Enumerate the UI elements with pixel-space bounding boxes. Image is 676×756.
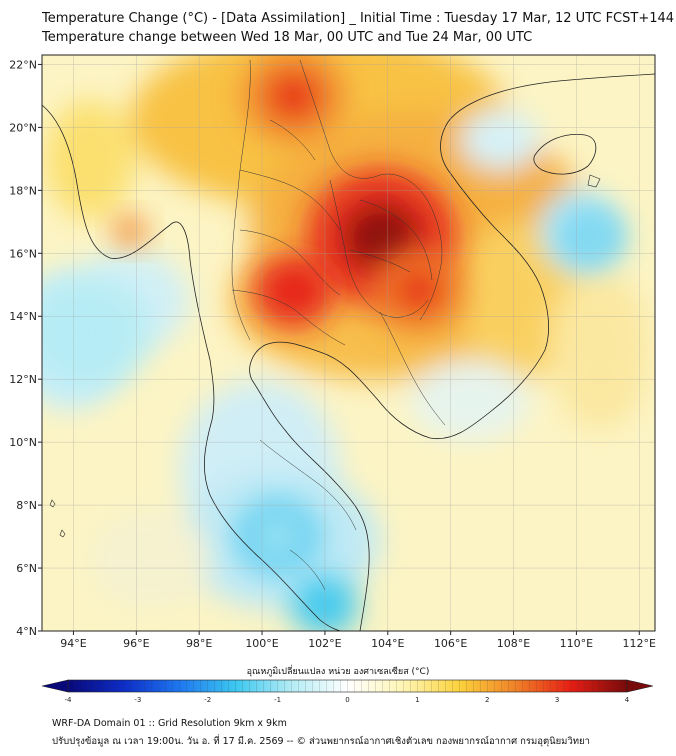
colorbar-tick-label: -4: [65, 696, 73, 704]
lat-axis: 22°N 20°N 18°N 16°N 14°N 12°N 10°N 8°N 6°N 4°N: [9, 58, 42, 638]
lon-tick-label: 108°E: [497, 637, 530, 650]
lat-tick-label: 22°N: [9, 58, 37, 71]
hotspots-layer: [42, 55, 624, 631]
colorbar-max-arrow: [626, 679, 654, 693]
lat-tick-label: 16°N: [9, 247, 37, 260]
hotspot-1: [251, 253, 335, 329]
hotspot-8: [561, 209, 624, 266]
colorbar-title: อุณหภูมิเปลี่ยนแปลง หน่วย องศาเซลเซียส (…: [246, 667, 430, 677]
footer-credit: ปรับปรุงข้อมูล ณ เวลา 19:00น. วัน อ. ที่…: [52, 736, 590, 747]
colorbar-tick-label: 2: [485, 696, 489, 704]
lon-tick-label: 112°E: [623, 637, 656, 650]
lat-tick-label: 14°N: [9, 310, 37, 323]
lon-tick-label: 102°E: [308, 637, 341, 650]
hotspot-7: [42, 275, 152, 389]
colorbar-tick-label: 3: [555, 696, 559, 704]
lat-tick-label: 4°N: [16, 625, 37, 638]
lon-tick-label: 94°E: [60, 637, 86, 650]
colorbar-tick-label: -1: [274, 696, 281, 704]
colorbar-tick-label: 0: [345, 696, 349, 704]
colorbar-tick-label: 1: [415, 696, 419, 704]
borders-layer: [231, 59, 446, 591]
colorbar-tick-label: -3: [134, 696, 141, 704]
islands-layer: [49, 174, 601, 538]
lon-tick-label: 98°E: [186, 637, 212, 650]
colorbar: -4 -3 -2 -1 0 1 2 3 4: [41, 679, 654, 704]
footer-model-info: WRF-DA Domain 01 :: Grid Resolution 9km …: [52, 718, 287, 729]
hotspot-2: [241, 55, 346, 144]
colorbar-tick-label: -2: [204, 696, 211, 704]
lat-tick-label: 8°N: [16, 499, 37, 512]
lat-tick-label: 20°N: [9, 121, 37, 134]
chart-subtitle: Temperature change between Wed 18 Mar, 0…: [42, 30, 533, 45]
chart-title: Temperature Change (°C) - [Data Assimila…: [42, 11, 675, 26]
lat-tick-label: 18°N: [9, 184, 37, 197]
colorbar-min-arrow: [41, 679, 69, 693]
colorbar-tick-label: 4: [625, 696, 630, 704]
coastline-layer: [42, 73, 655, 631]
lon-tick-label: 106°E: [434, 637, 467, 650]
lon-tick-label: 96°E: [123, 637, 149, 650]
lat-tick-label: 12°N: [9, 373, 37, 386]
lat-tick-label: 10°N: [9, 436, 37, 449]
hotspot-4: [112, 215, 148, 247]
map-frame: [41, 54, 656, 632]
lon-tick-label: 104°E: [371, 637, 404, 650]
temperature-field: [42, 55, 655, 631]
lon-axis: 94°E 96°E 98°E 100°E 102°E 104°E 106°E 108°E 110…: [60, 631, 656, 650]
hotspot-6: [236, 498, 320, 575]
lon-tick-label: 100°E: [245, 637, 278, 650]
lon-tick-label: 110°E: [560, 637, 593, 650]
lat-tick-label: 6°N: [16, 562, 37, 575]
hotspot-3: [370, 247, 468, 336]
